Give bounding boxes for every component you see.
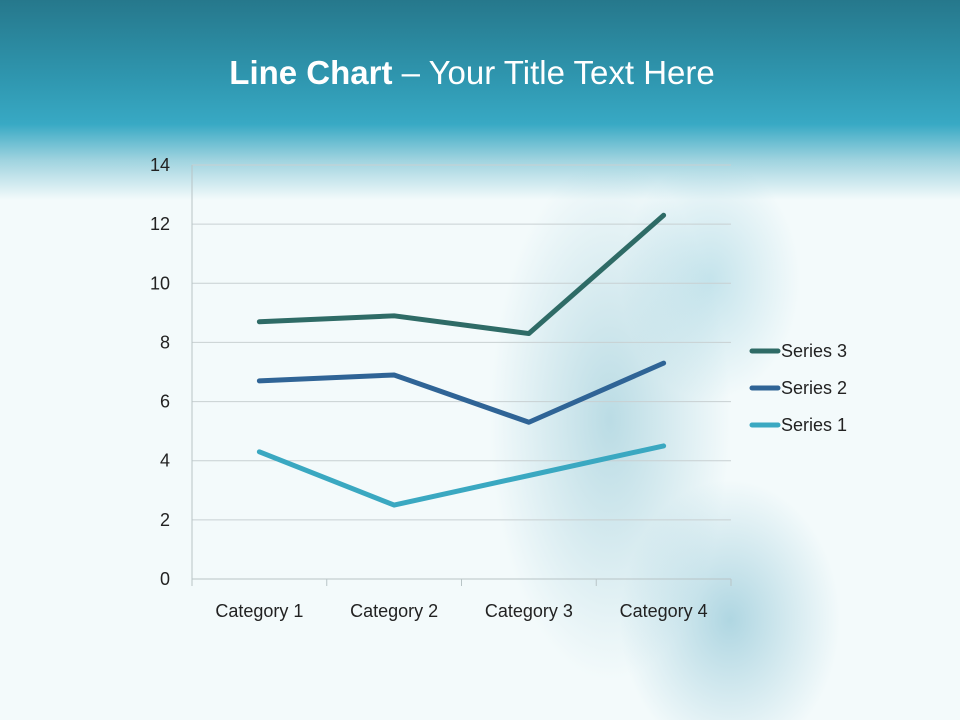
series-line-series-3 [256,212,667,337]
series-line-series-2 [256,360,667,425]
title-rest: – Your Title Text Here [392,54,715,91]
ink-smoke-background [380,120,900,720]
title-bold: Line Chart [229,54,393,91]
y-tick-label: 10 [150,273,170,293]
legend-label: Series 2 [781,378,847,398]
legend-label: Series 1 [781,415,847,435]
y-tick-label: 4 [160,451,170,471]
y-tick-label: 0 [160,569,170,589]
x-tick-label: Category 3 [485,601,573,621]
y-tick-label: 6 [160,392,170,412]
y-tick-label: 14 [150,155,170,175]
series-line-series-1 [256,443,667,508]
y-tick-label: 12 [150,214,170,234]
slide-title: Line Chart – Your Title Text Here [0,54,944,92]
x-tick-label: Category 2 [350,601,438,621]
x-tick-label: Category 1 [215,601,303,621]
legend-label: Series 3 [781,341,847,361]
x-tick-label: Category 4 [620,601,708,621]
y-tick-label: 2 [160,510,170,530]
y-tick-label: 8 [160,332,170,352]
